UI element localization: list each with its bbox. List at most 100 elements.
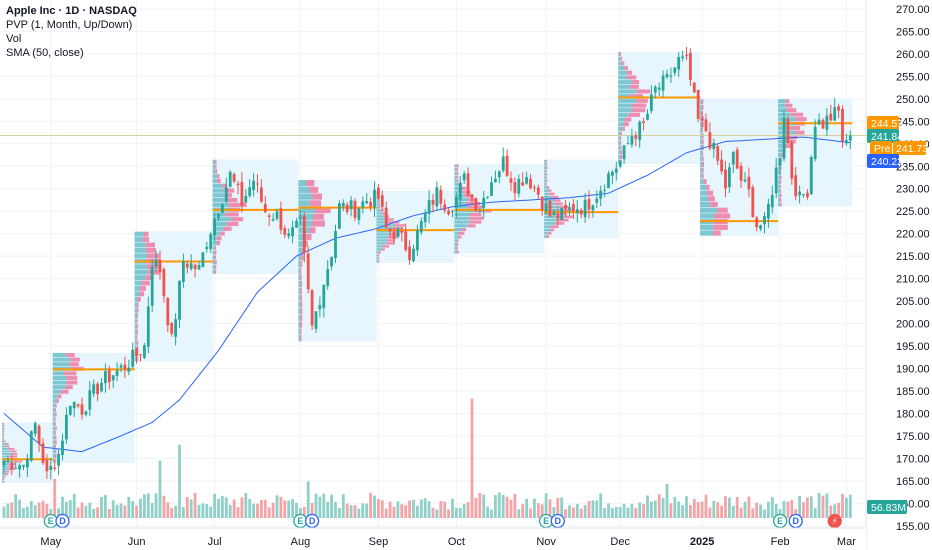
profile-row-up — [454, 250, 457, 254]
volume-bar — [657, 494, 661, 518]
profile-row-up — [778, 189, 780, 193]
candle-body — [197, 264, 201, 270]
event-marker-earnings[interactable]: E — [772, 513, 788, 529]
profile-row-down — [631, 80, 640, 85]
profile-row-up — [52, 412, 56, 417]
profile-row-up — [134, 334, 137, 340]
volume-bar — [806, 497, 809, 518]
volume-bar — [53, 478, 57, 518]
candle-body — [392, 232, 396, 239]
profile-row-up — [700, 179, 704, 185]
profile-row-down — [382, 245, 390, 248]
volume-bar — [193, 492, 197, 518]
candle-body — [10, 462, 14, 470]
price-tick-label: 270.00 — [896, 4, 930, 16]
candle — [392, 227, 396, 245]
profile-row-up — [298, 254, 302, 261]
candle — [587, 190, 591, 219]
candle-body — [361, 201, 365, 208]
profile-row-down — [456, 179, 459, 183]
candle — [443, 199, 447, 214]
profile-row-down — [54, 458, 57, 463]
symbol-title[interactable]: Apple Inc · 1D · NASDAQ — [6, 5, 137, 17]
candle — [162, 267, 166, 303]
profile-row-down — [3, 430, 5, 433]
event-marker-dividend[interactable]: D — [788, 513, 803, 529]
candle — [470, 193, 474, 205]
profile-row-up — [618, 145, 621, 150]
sma-tag-value: 240.22 — [871, 156, 903, 168]
profile-row-up — [778, 103, 786, 108]
volume-bar — [661, 497, 665, 518]
event-marker-news[interactable]: ⚡ — [827, 513, 842, 529]
candle-body — [143, 345, 146, 358]
candle — [743, 171, 747, 183]
candle-body — [26, 459, 29, 468]
profile-row-up — [618, 112, 629, 117]
profile-row-up — [52, 408, 55, 413]
event-marker-dividend[interactable]: D — [55, 513, 70, 529]
volume-bar — [380, 500, 384, 518]
profile-row-up — [618, 140, 621, 145]
time-axis[interactable]: May Jun Jul Aug Sep Oct Nov Dec 2025 Feb Mar — [0, 527, 866, 550]
profile-row-up — [134, 313, 137, 318]
profile-row-up — [700, 224, 714, 230]
candle — [692, 81, 696, 94]
profile-row-down — [619, 136, 622, 141]
volume-bar — [123, 505, 127, 518]
profile-row-down — [548, 189, 552, 192]
candle — [205, 241, 209, 253]
indicator-sma-label[interactable]: SMA (50, close) — [6, 47, 84, 59]
volume-bar — [739, 507, 743, 518]
profile-row-down — [381, 248, 385, 251]
event-marker-earnings[interactable]: E — [538, 513, 554, 529]
profile-row-up — [700, 196, 708, 202]
candle-body — [92, 384, 96, 394]
profile-row-down — [70, 357, 80, 362]
profile-row-up — [376, 248, 382, 251]
profile-row-down — [457, 239, 459, 243]
indicator-pvp-label[interactable]: PVP (1, Month, Up/Down) — [6, 19, 133, 31]
profile-row-down — [136, 318, 138, 324]
candle-body — [825, 115, 829, 130]
profile-row-up — [212, 198, 228, 203]
profile-row-down — [54, 453, 57, 458]
candle-body — [455, 197, 458, 208]
volume-bar — [271, 502, 275, 518]
indicator-vol-label[interactable]: Vol — [6, 33, 22, 45]
candle-body — [201, 252, 205, 268]
event-marker-earnings[interactable]: E — [43, 513, 58, 529]
candle-body — [115, 370, 119, 376]
volume-bar — [525, 498, 528, 518]
profile-row-up — [454, 231, 460, 235]
price-axis[interactable]: 270.00 265.00 260.00 255.00 250.00 245.00 240.… — [865, 0, 932, 550]
candle — [564, 200, 567, 217]
volume-bar — [692, 498, 696, 518]
profile-row-down — [553, 199, 561, 202]
candle — [150, 259, 154, 313]
profile-row-down — [143, 231, 149, 237]
event-marker-dividend[interactable]: D — [304, 513, 320, 529]
candle — [357, 207, 361, 225]
candle-body — [751, 187, 755, 218]
candle — [302, 212, 306, 263]
profile-row-down — [620, 154, 623, 160]
candle-body — [813, 127, 817, 160]
profile-row-up — [212, 188, 224, 193]
candle — [482, 190, 486, 218]
candle — [513, 177, 517, 202]
candle-body — [521, 182, 525, 186]
volume-bar — [431, 507, 435, 518]
profile-row-down — [214, 245, 217, 250]
event-marker-earnings[interactable]: E — [293, 513, 308, 529]
profile-row-up — [134, 318, 137, 324]
profile-box — [212, 159, 299, 275]
profile-row-up — [618, 80, 632, 85]
profile-row-down — [629, 84, 639, 89]
profile-row-up — [134, 242, 146, 248]
profile-row-down — [309, 200, 322, 207]
price-tick-label: 245.00 — [896, 116, 930, 128]
event-marker-dividend[interactable]: D — [550, 513, 565, 529]
profile-row-up — [544, 189, 549, 192]
